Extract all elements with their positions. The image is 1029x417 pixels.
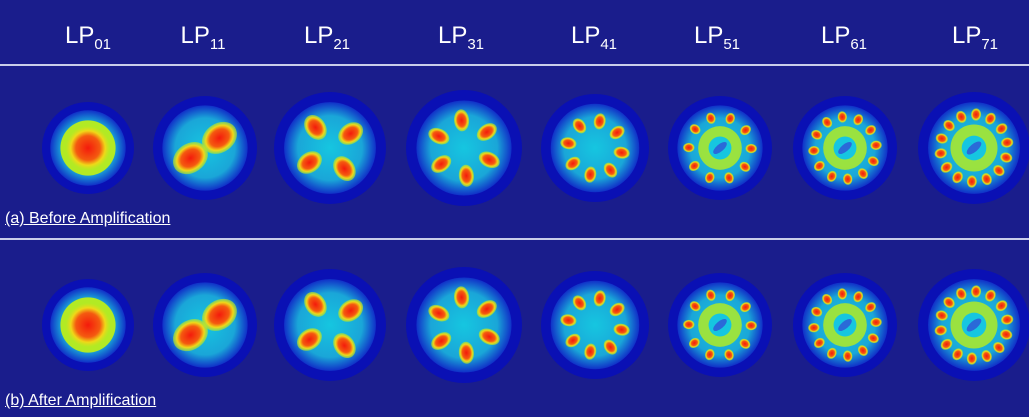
header-divider [0,64,1029,66]
mode-lp51-before [668,96,772,200]
mode-lp31-after [406,267,522,383]
mode-label-lp01: LP01 [64,22,112,53]
mode-lp11-before [153,96,257,200]
mode-lp71-after [918,269,1029,381]
mode-label-lp11: LP11 [180,22,226,53]
mode-lp71-before [918,92,1029,204]
mode-lp21-after [274,269,386,381]
mode-lp01-after [42,279,134,371]
mode-label-lp21: LP21 [303,22,351,53]
row-divider [0,238,1029,240]
mode-lp11-after [153,273,257,377]
mode-lp01-before [42,102,134,194]
mode-lp41-before [541,94,649,202]
mode-lp51-after [668,273,772,377]
mode-label-lp41: LP41 [570,22,618,53]
mode-lp31-before [406,90,522,206]
mode-label-lp51: LP51 [693,22,741,53]
mode-lp21-before [274,92,386,204]
mode-lp61-after [793,273,897,377]
caption-after-amplification: (b) After Amplification [5,392,157,409]
mode-lp61-before [793,96,897,200]
mode-label-lp61: LP61 [820,22,868,53]
caption-before-amplification: (a) Before Amplification [5,210,171,227]
mode-lp41-after [541,271,649,379]
mode-label-lp71: LP71 [951,22,999,53]
mode-label-lp31: LP31 [437,22,485,53]
